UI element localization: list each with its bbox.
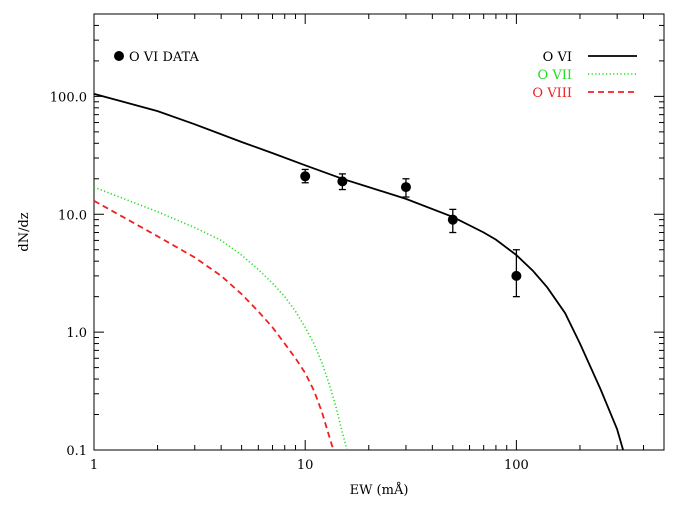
legend-label: O VI [543, 50, 572, 65]
data-points [300, 168, 522, 298]
x-tick-label: 1 [90, 458, 98, 473]
data-point [300, 171, 311, 182]
data-point [400, 182, 411, 193]
y-tick-label: 0.1 [66, 444, 87, 459]
legend: O VI DATA O VI O VII O VIII [114, 50, 637, 101]
data-point [511, 270, 522, 281]
axis-tick-labels: 1 10 100 0.1 1.0 10.0 100.0 [50, 90, 529, 473]
x-tick-label: 10 [297, 458, 314, 473]
y-tick-label: 1.0 [66, 326, 87, 341]
plot-frame [93, 13, 665, 451]
legend-label: O VIII [532, 86, 572, 101]
series-line-o-viii [93, 200, 335, 451]
data-point [447, 214, 458, 225]
legend-label: O VII [538, 68, 572, 83]
x-axis-title: EW (mÅ) [350, 482, 409, 498]
data-point [337, 176, 348, 187]
y-tick-label: 100.0 [50, 90, 87, 105]
y-axis-title: dN/dz [17, 212, 32, 251]
legend-marker-data [114, 51, 124, 61]
axis-ticks [93, 13, 665, 451]
series-line-o-vii [93, 186, 348, 451]
legend-label-data: O VI DATA [129, 50, 200, 65]
series-line-o-vi [93, 93, 624, 451]
series-lines [93, 93, 624, 451]
y-tick-label: 10.0 [58, 208, 87, 223]
x-tick-label: 100 [504, 458, 529, 473]
